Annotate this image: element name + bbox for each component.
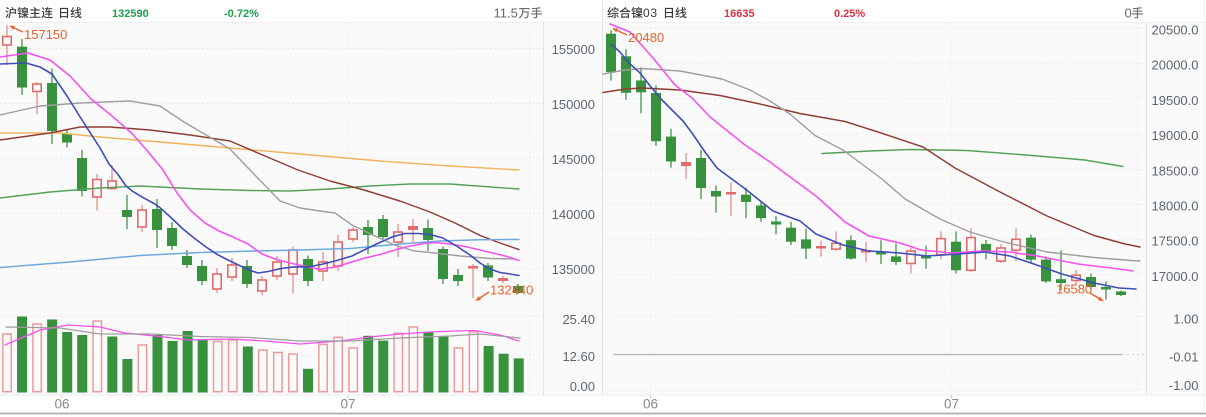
svg-text:17000.0: 17000.0 [1152, 269, 1199, 284]
svg-text:150000: 150000 [552, 97, 595, 112]
svg-text:06: 06 [54, 397, 69, 412]
svg-text:07: 07 [340, 397, 355, 412]
svg-text:18500.0: 18500.0 [1152, 163, 1199, 178]
svg-text:12.60: 12.60 [562, 349, 595, 364]
svg-text:145000: 145000 [552, 152, 595, 167]
svg-text:0: 0 [1125, 5, 1132, 20]
svg-text:157150: 157150 [24, 27, 67, 42]
svg-text:-0.01: -0.01 [1169, 349, 1199, 364]
svg-text:0.00: 0.00 [570, 379, 595, 394]
svg-text:155000: 155000 [552, 42, 595, 57]
svg-text:16580: 16580 [1056, 282, 1092, 297]
svg-text:-0.72%: -0.72% [224, 8, 259, 20]
svg-text:132590: 132590 [112, 8, 149, 20]
svg-text:135000: 135000 [552, 262, 595, 277]
svg-text:-1.00: -1.00 [1169, 378, 1199, 393]
svg-text:17500.0: 17500.0 [1152, 234, 1199, 249]
svg-text:20000.0: 20000.0 [1152, 58, 1199, 73]
svg-text:19000.0: 19000.0 [1152, 128, 1199, 143]
svg-text:20480: 20480 [628, 30, 664, 45]
svg-text:1.00: 1.00 [1173, 312, 1198, 327]
svg-text:19500.0: 19500.0 [1152, 93, 1199, 108]
svg-text:25.40: 25.40 [562, 312, 595, 327]
svg-text:11.5: 11.5 [494, 5, 518, 20]
svg-text:07: 07 [944, 397, 959, 412]
svg-text:132440: 132440 [490, 283, 533, 298]
svg-text:20500.0: 20500.0 [1152, 23, 1199, 38]
svg-text:0: 0 [643, 6, 650, 20]
svg-text:140000: 140000 [552, 207, 595, 222]
svg-text:06: 06 [643, 397, 658, 412]
svg-text:18000.0: 18000.0 [1152, 199, 1199, 214]
svg-text:0.25%: 0.25% [834, 8, 865, 20]
svg-text:16635: 16635 [724, 8, 755, 20]
svg-text:3: 3 [650, 6, 657, 20]
